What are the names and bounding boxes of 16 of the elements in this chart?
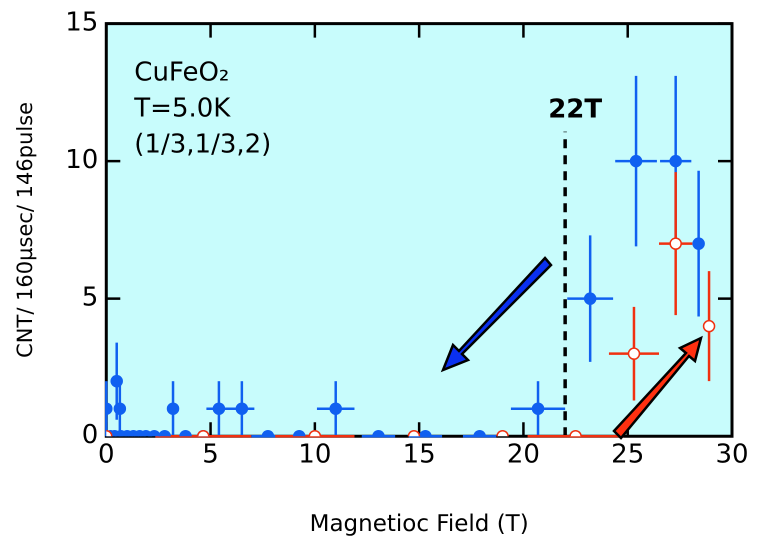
y-tick-label: 10 <box>65 144 98 175</box>
annotation: T=5.0K <box>133 94 232 124</box>
x-axis-title: Magnetioc Field (T) <box>310 511 529 538</box>
annotation: (1/3,1/3,2) <box>134 130 272 160</box>
ref-line-label: 22T <box>548 94 602 124</box>
x-tick-label: 20 <box>506 440 540 470</box>
y-tick-label: 0 <box>82 420 98 450</box>
y-tick-label: 5 <box>82 282 98 312</box>
y-axis-title: CNT/ 160μsec/ 146pulse <box>13 102 38 358</box>
y-tick-label: 15 <box>65 7 98 38</box>
x-tick-label: 30 <box>715 440 749 470</box>
x-tick-label: 10 <box>298 440 332 470</box>
x-tick-label: 5 <box>202 440 219 470</box>
x-tick-label: 15 <box>402 440 436 470</box>
annotation: CuFeO₂ <box>134 58 230 88</box>
x-tick-label: 25 <box>611 440 644 470</box>
